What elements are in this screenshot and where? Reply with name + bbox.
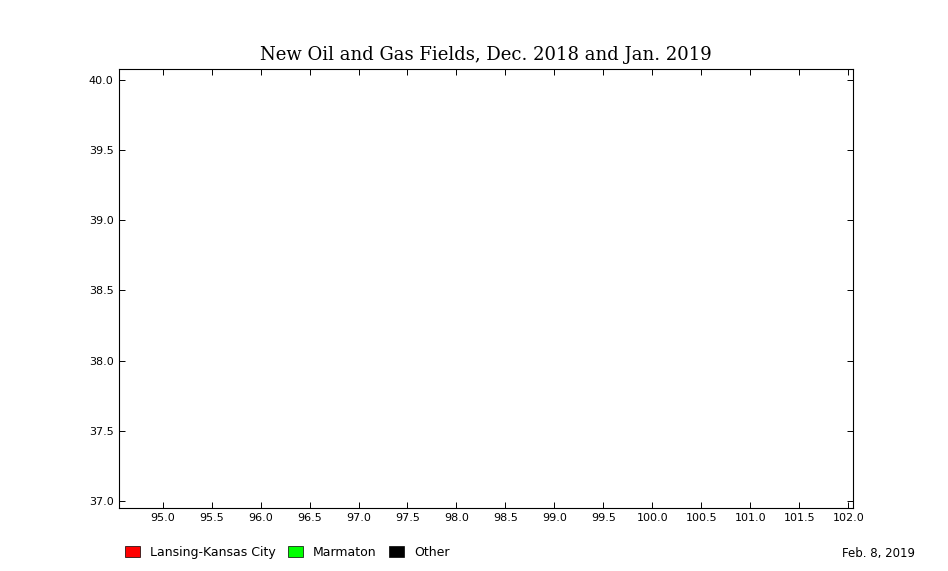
Legend: Lansing-Kansas City, Marmaton, Other: Lansing-Kansas City, Marmaton, Other <box>125 546 449 559</box>
Text: Feb. 8, 2019: Feb. 8, 2019 <box>842 546 915 560</box>
Title: New Oil and Gas Fields, Dec. 2018 and Jan. 2019: New Oil and Gas Fields, Dec. 2018 and Ja… <box>260 46 712 64</box>
